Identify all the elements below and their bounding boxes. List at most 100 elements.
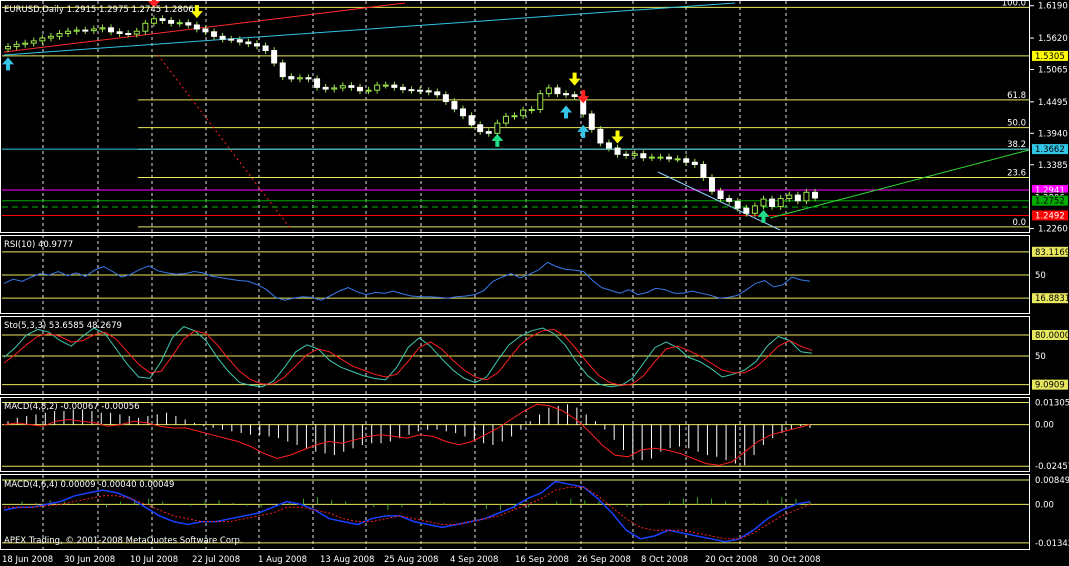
time-label: 13 Aug 2008 (320, 555, 374, 565)
stochastic-levels: 80.0000 50 9.0909 (2, 330, 1069, 391)
light-blue-down-line (657, 171, 781, 231)
candle-body (777, 198, 784, 207)
price-mark-label: 1.2492 (1035, 211, 1065, 221)
candle-body (451, 101, 458, 110)
candle-body (760, 198, 767, 207)
candle-body (142, 22, 149, 32)
price-tick-label: 1.4495 (1038, 98, 1068, 108)
price-mark-box (1032, 144, 1068, 155)
candle-body (82, 29, 89, 32)
signal-arrow-down (190, 5, 203, 19)
stochastic-main-line (3, 326, 813, 388)
signal-arrow-down (611, 130, 624, 144)
candle-body (305, 77, 312, 80)
candle-body (202, 28, 209, 33)
candle-body (47, 35, 54, 39)
candle-body (563, 93, 570, 96)
candlesticks (5, 15, 818, 217)
stochastic-panel: 80.0000 50 9.0909 (2, 326, 1069, 391)
candle-body (339, 85, 346, 89)
level-label: 83.1169 (1035, 248, 1069, 258)
price-mark-box (1032, 50, 1068, 61)
chart-title: EURUSD,Daily 1.2915 1.2975 1.2745 1.2806 (4, 5, 194, 15)
price-tick-label: 1.2260 (1038, 225, 1068, 235)
candle-body (417, 89, 424, 92)
candle-body (279, 62, 286, 78)
candle-body (537, 93, 544, 110)
candle-body (296, 77, 303, 80)
price-mark-box (1032, 184, 1068, 195)
candle-body (314, 78, 321, 88)
green-support-line (769, 149, 1030, 219)
fib-label: 23.6 (1007, 169, 1026, 179)
macd2-signal-line (4, 486, 811, 540)
candle-body (185, 22, 192, 26)
price-mark-box (1032, 210, 1068, 221)
candle-body (5, 46, 11, 50)
signal-arrow-down (568, 72, 581, 86)
macd1-levels: 0.01305 0.00 -0.02457 (2, 398, 1069, 472)
level-label: 9.0909 (1035, 381, 1065, 391)
signal-arrow-up (757, 209, 770, 223)
fib-label: 100.0 (1002, 0, 1026, 8)
rsi-label: RSI(10) 40.9777 (4, 240, 73, 250)
candle-body (108, 27, 115, 33)
price-mark-label: 1.2941 (1035, 186, 1065, 196)
candle-body (485, 131, 492, 134)
candle-body (399, 86, 406, 91)
time-label: 26 Sep 2008 (577, 555, 631, 565)
time-label: 8 Oct 2008 (641, 555, 688, 565)
candle-body (176, 22, 183, 25)
rsi-line (3, 261, 811, 301)
macd2-levels: 0.00849 0.00 -0.01342 (2, 476, 1069, 549)
level-box (1032, 246, 1068, 257)
stochastic-panel-frame (0, 316, 1030, 395)
candle-body (219, 35, 226, 40)
candle-body (90, 28, 97, 32)
candle-body (597, 128, 604, 144)
price-tick-label: 1.5620 (1038, 34, 1068, 44)
signal-arrows (2, 0, 770, 223)
price-tick-label: 1.6190 (1038, 2, 1068, 12)
signal-arrow-down (147, 0, 160, 8)
candle-body (425, 90, 432, 93)
candle-body (743, 207, 750, 214)
candle-body (494, 122, 501, 134)
vertical-grid (42, 1, 787, 549)
candle-body (571, 94, 578, 97)
fib-label: 50.0 (1007, 119, 1026, 129)
rsi-panel: 83.1169 50 16.8831 (2, 246, 1069, 304)
signal-arrow-up (2, 57, 14, 71)
macd2-main-line (3, 480, 811, 543)
candle-body (717, 190, 724, 200)
candle-body (13, 43, 20, 48)
level-label: 0.00 (1035, 500, 1054, 510)
candle-body (133, 30, 140, 35)
candle-body (726, 198, 733, 202)
candle-body (228, 38, 235, 41)
macd1-label: MACD(4,8,2) -0.00067 -0.00056 (4, 402, 140, 412)
time-label: 30 Oct 2008 (768, 555, 821, 565)
candle-body (236, 39, 243, 43)
candle-body (545, 87, 552, 95)
time-label: 18 Jun 2008 (2, 555, 53, 565)
candle-body (734, 200, 741, 209)
candle-body (288, 76, 295, 80)
copyright-text: APEX Trading, © 2001-2008 MetaQuotes Sof… (4, 536, 243, 546)
horizontal-price-lines (2, 55, 1029, 216)
price-mark-label: 1.2752 (1035, 197, 1065, 207)
candle-body (245, 41, 252, 45)
time-label: 20 Oct 2008 (705, 555, 758, 565)
candle-body (271, 50, 278, 64)
macd2-panel-frame (0, 474, 1030, 550)
candle-body (786, 194, 793, 200)
signal-arrow-down (577, 90, 590, 104)
signal-arrow-up (560, 105, 573, 119)
candle-body (408, 89, 415, 92)
candle-body (700, 164, 707, 179)
time-label: 30 Jun 2008 (64, 555, 115, 565)
candle-body (511, 115, 518, 118)
candle-body (812, 191, 818, 199)
candle-body (708, 177, 715, 192)
